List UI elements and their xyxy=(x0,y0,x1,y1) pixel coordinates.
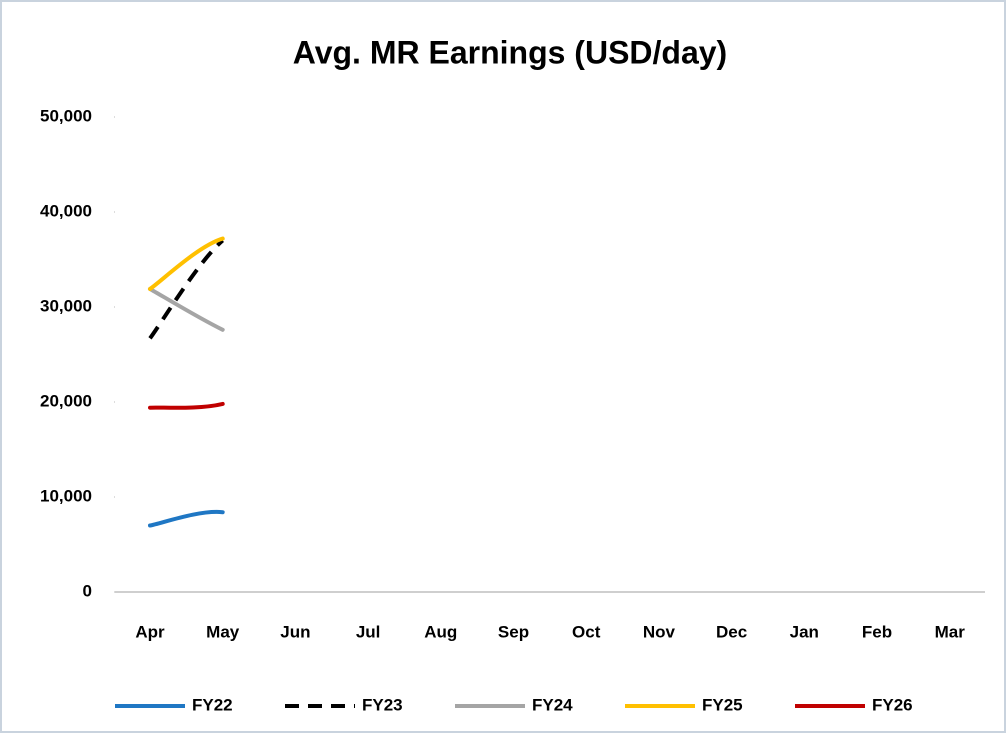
x-tick-label: May xyxy=(206,622,240,641)
x-tick-label: Nov xyxy=(643,622,676,641)
series-line xyxy=(148,236,225,291)
y-tick-label: 10,000 xyxy=(40,486,92,505)
x-tick-label: Jun xyxy=(280,622,310,641)
x-tick-label: Sep xyxy=(498,622,529,641)
y-tick-label: 0 xyxy=(83,581,92,600)
x-tick-label: Feb xyxy=(862,622,892,641)
series-line xyxy=(148,509,225,528)
x-tick-label: Mar xyxy=(935,622,966,641)
y-tick-label: 40,000 xyxy=(40,201,92,220)
legend-label: FY24 xyxy=(532,695,573,714)
y-tick-label: 50,000 xyxy=(40,106,92,125)
y-tick-label: 30,000 xyxy=(40,296,92,315)
legend-label: FY22 xyxy=(192,695,233,714)
x-tick-label: Jul xyxy=(356,622,381,641)
x-tick-label: Aug xyxy=(424,622,457,641)
x-tick-label: Oct xyxy=(572,622,601,641)
y-tick-label: 20,000 xyxy=(40,391,92,410)
series-line xyxy=(148,286,225,332)
legend-label: FY26 xyxy=(872,695,913,714)
legend-label: FY23 xyxy=(362,695,403,714)
x-tick-label: Apr xyxy=(135,622,165,641)
series-line xyxy=(148,238,225,340)
chart-title: Avg. MR Earnings (USD/day) xyxy=(293,34,727,70)
x-tick-label: Jan xyxy=(790,622,819,641)
legend-label: FY25 xyxy=(702,695,743,714)
series-line xyxy=(148,401,225,410)
x-tick-label: Dec xyxy=(716,622,747,641)
